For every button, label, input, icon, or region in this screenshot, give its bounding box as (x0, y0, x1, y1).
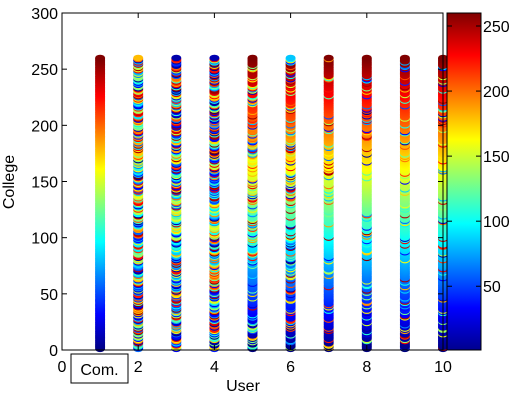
y-tick-label: 150 (31, 175, 58, 192)
colorbar (446, 12, 482, 351)
colorbar-tick-label: 250 (483, 19, 510, 36)
y-tick-label: 100 (31, 231, 58, 248)
y-tick-label: 0 (49, 343, 58, 360)
scatter-point (285, 54, 296, 62)
y-axis-label: College (1, 155, 18, 209)
scatter-point (323, 54, 334, 62)
com-annotation: Com. (70, 353, 129, 384)
y-tick-label: 250 (31, 62, 58, 79)
x-tick-label: 0 (58, 359, 67, 376)
colorbar-tick-label: 100 (483, 214, 510, 231)
scatter-point (133, 54, 144, 62)
scatter-point (209, 54, 220, 62)
axes: 0 50 100 150 200 250 300 0 2 4 6 8 10 (31, 6, 452, 376)
colorbar-tick-label: 200 (483, 84, 510, 101)
x-tick-label: 10 (434, 359, 452, 376)
com-annotation-label: Com. (80, 362, 118, 379)
com-annotation-box (70, 353, 129, 384)
x-tick-label: 6 (286, 359, 295, 376)
colorbar-tick-label: 50 (483, 279, 501, 296)
y-tick-label: 300 (31, 6, 58, 23)
scatter-point (399, 54, 410, 62)
scatter-point (171, 54, 182, 62)
x-tick-label: 4 (210, 359, 219, 376)
y-tick-label: 50 (40, 287, 58, 304)
colorbar-tick-label: 150 (483, 149, 510, 166)
scatter-point (95, 54, 106, 62)
x-axis-label: User (226, 378, 260, 395)
x-tick-label: 8 (362, 359, 371, 376)
x-tick-label: 2 (134, 359, 143, 376)
colorbar-ticks: 50 100 150 200 250 (447, 19, 510, 296)
scatter-point (361, 54, 372, 62)
y-tick-label: 200 (31, 118, 58, 135)
scatter-points (95, 54, 448, 353)
scatter-point (247, 54, 258, 62)
